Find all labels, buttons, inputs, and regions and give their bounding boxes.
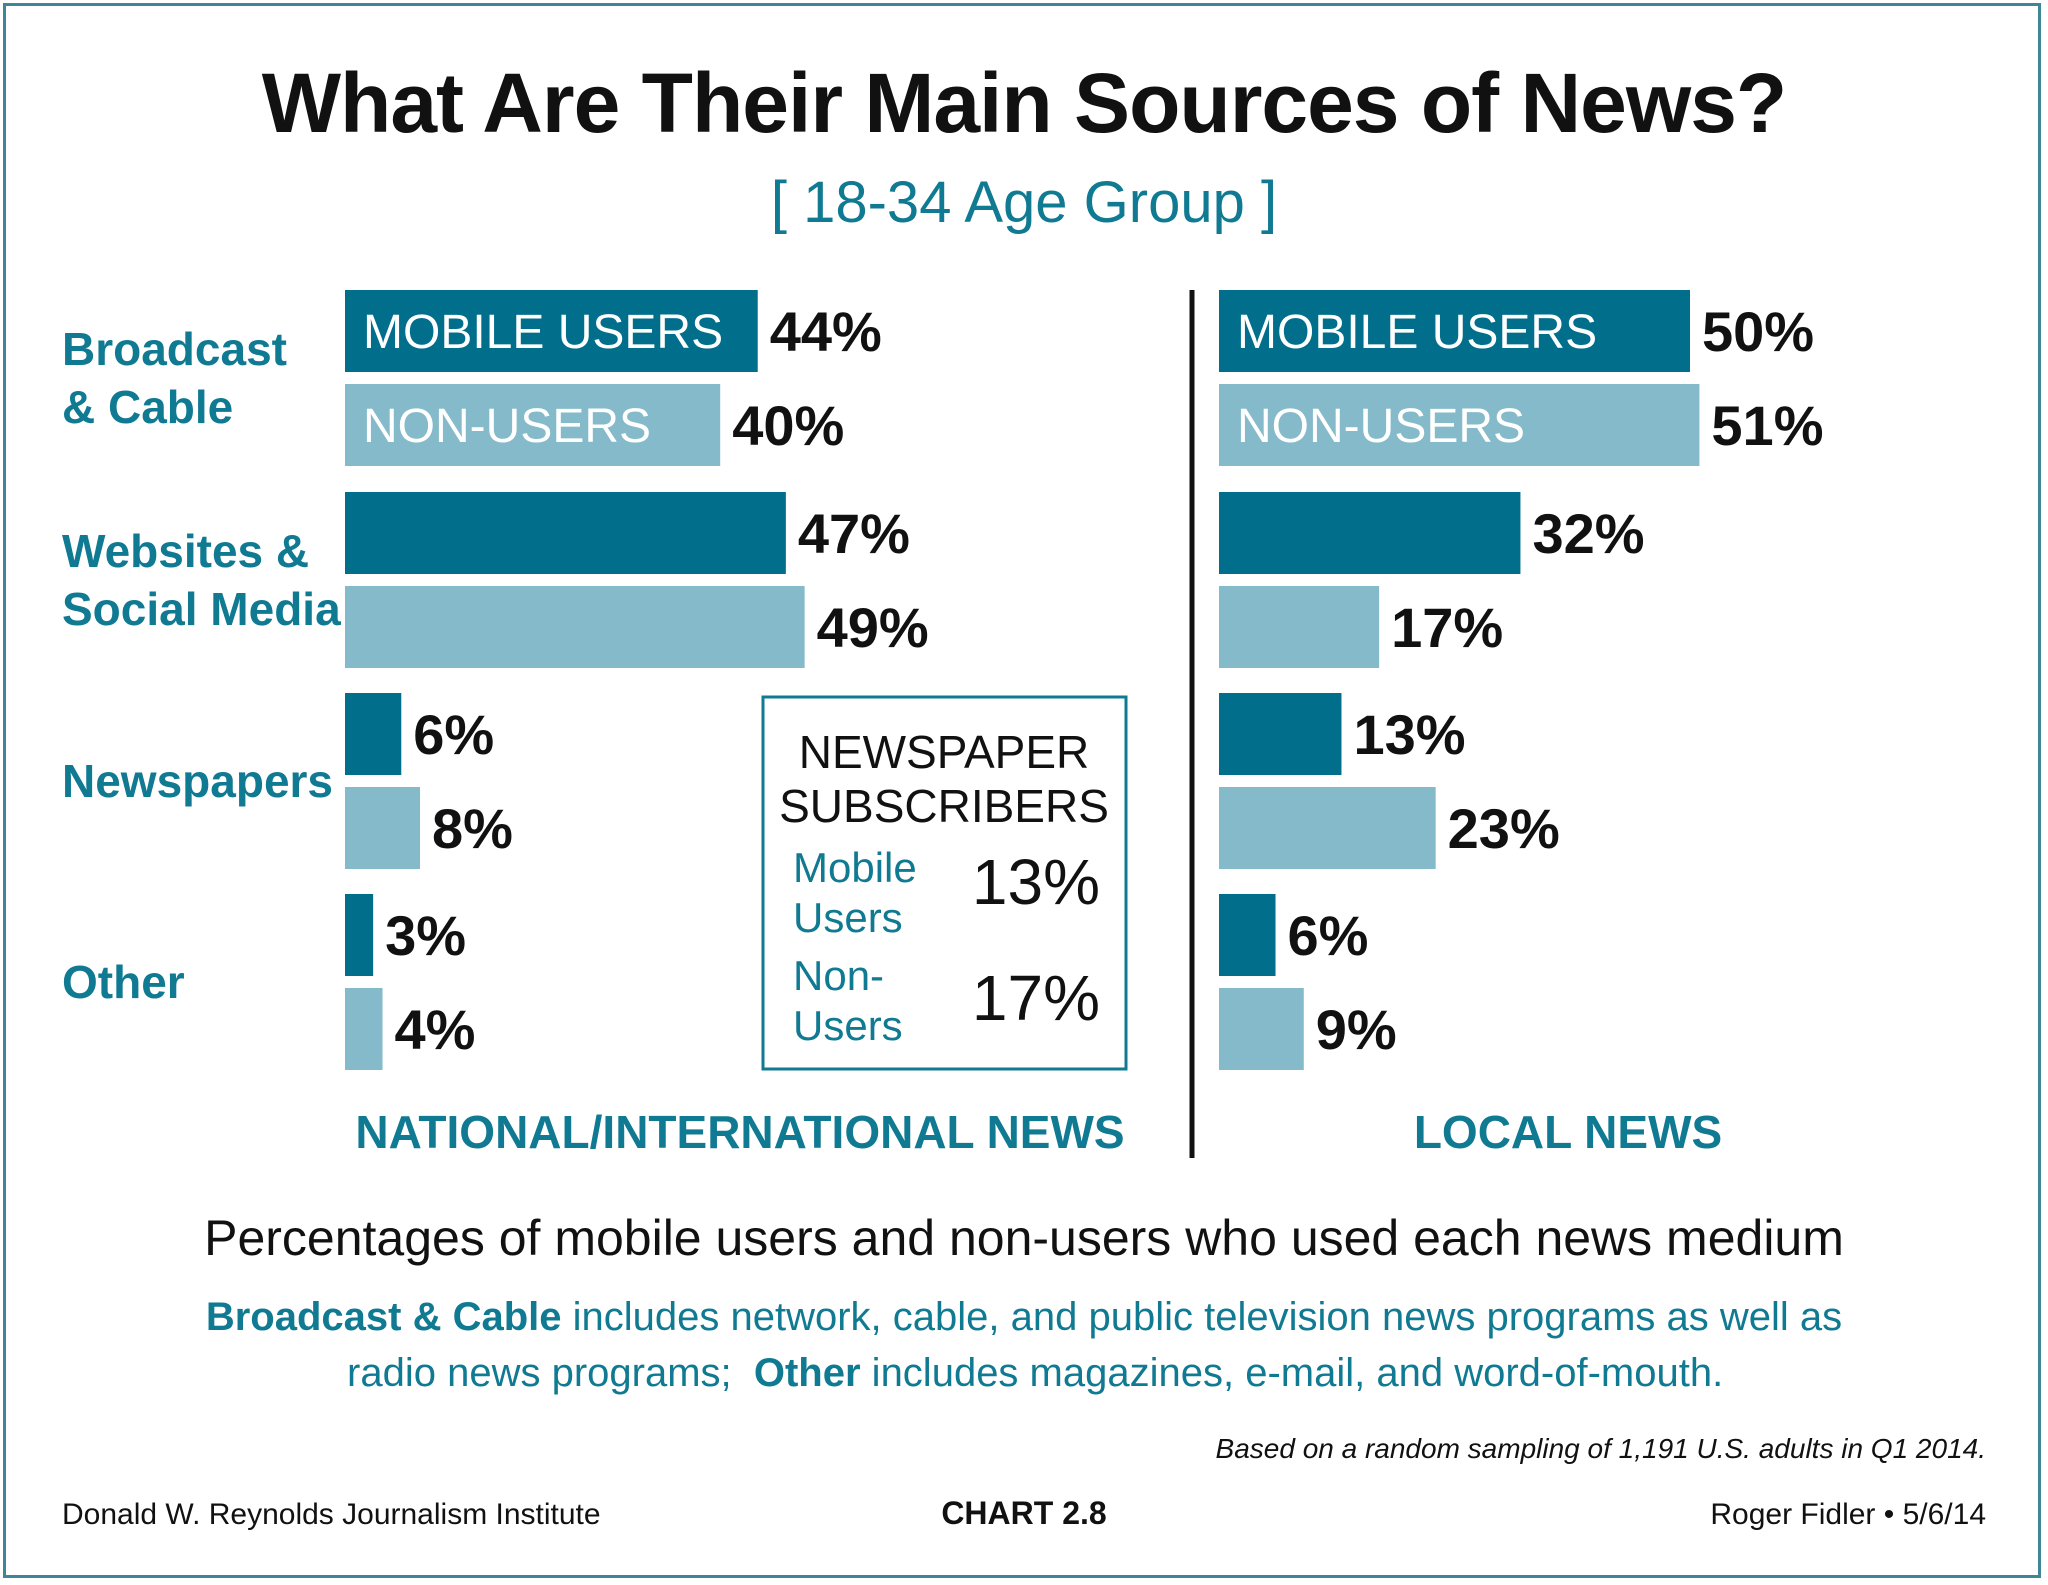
subscribers-nonusers-label-1: Non- bbox=[793, 952, 884, 999]
subscribers-mobile-label-2: Users bbox=[793, 894, 903, 941]
category-label-1-0: Websites & bbox=[62, 525, 309, 577]
footer-note-line2: radio news programs; Other includes maga… bbox=[291, 1351, 1756, 1395]
value-label-local-mobile-1: 32% bbox=[1532, 502, 1644, 565]
subscribers-nonusers-value: 17% bbox=[972, 962, 1100, 1034]
bar-local-nonusers-1 bbox=[1219, 586, 1380, 668]
note-broadcast-term: Broadcast & Cable bbox=[206, 1295, 562, 1339]
bar-local-nonusers-2 bbox=[1219, 787, 1436, 869]
category-label-2-0: Newspapers bbox=[62, 755, 333, 807]
bar-national-nonusers-3 bbox=[345, 988, 383, 1070]
bar-national-mobile-2 bbox=[345, 693, 402, 775]
bar-national-mobile-0 bbox=[345, 290, 758, 372]
category-label-0-1: & Cable bbox=[62, 381, 233, 433]
category-label-0-0: Broadcast bbox=[62, 323, 287, 375]
panel-local-news: MOBILE USERS 50% 32% 13% 6% NON-USERS 51% 17% 23… bbox=[1219, 290, 1824, 1070]
panel-title-local: LOCAL NEWS bbox=[1414, 1106, 1722, 1158]
bar-national-mobile-3 bbox=[345, 894, 374, 976]
value-label-local-nonusers-2: 23% bbox=[1448, 797, 1560, 860]
bar-local-mobile-3 bbox=[1219, 894, 1276, 976]
note-broadcast-desc: includes network, cable, and public tele… bbox=[562, 1295, 1843, 1339]
subscribers-title-line1: NEWSPAPER bbox=[799, 726, 1090, 778]
value-label-local-mobile-2: 13% bbox=[1353, 703, 1465, 766]
chart-frame bbox=[3, 3, 2041, 1578]
bar-label-local-mobile: MOBILE USERS bbox=[1237, 306, 1597, 359]
chart-subtitle: [ 18-34 Age Group ] bbox=[771, 170, 1277, 235]
category-label-3-0: Other bbox=[62, 956, 185, 1008]
bar-local-mobile-2 bbox=[1219, 693, 1342, 775]
value-label-local-nonusers-0: 51% bbox=[1711, 394, 1823, 457]
footer-note-line1: Broadcast & Cable includes network, cabl… bbox=[206, 1295, 1842, 1339]
value-label-local-nonusers-3: 9% bbox=[1316, 998, 1397, 1061]
category-label-1-1: Social Media bbox=[62, 583, 341, 635]
value-label-local-mobile-3: 6% bbox=[1288, 904, 1369, 967]
note-radio-desc: radio news programs; bbox=[347, 1351, 754, 1395]
value-label-national-mobile-1: 47% bbox=[798, 502, 910, 565]
subscribers-nonusers-label-2: Users bbox=[793, 1002, 903, 1049]
footer-caption: Percentages of mobile users and non-user… bbox=[204, 1210, 1844, 1266]
value-label-national-nonusers-0: 40% bbox=[732, 394, 844, 457]
panel-national-news: MOBILE USERS 44% 47% 6% 3% NON-USERS 40% 49% 8% 4… bbox=[345, 290, 929, 1070]
subscribers-mobile-value: 13% bbox=[972, 846, 1100, 918]
footer-chart-number: CHART 2.8 bbox=[941, 1495, 1106, 1531]
value-label-local-mobile-0: 50% bbox=[1702, 300, 1814, 363]
bar-local-nonusers-3 bbox=[1219, 988, 1304, 1070]
subscribers-title-line2: SUBSCRIBERS bbox=[779, 780, 1109, 832]
footer-source: Based on a random sampling of 1,191 U.S.… bbox=[1216, 1433, 1986, 1464]
bar-national-nonusers-0 bbox=[345, 384, 721, 466]
note-other-term: Other bbox=[754, 1351, 861, 1395]
bar-local-mobile-0 bbox=[1219, 290, 1690, 372]
note-other-desc: includes magazines, e-mail, and word-of-… bbox=[861, 1351, 1724, 1395]
panel-title-national: NATIONAL/INTERNATIONAL NEWS bbox=[355, 1106, 1124, 1158]
bar-label-national-mobile: MOBILE USERS bbox=[363, 306, 723, 359]
value-label-national-nonusers-3: 4% bbox=[395, 998, 476, 1061]
bar-local-nonusers-0 bbox=[1219, 384, 1700, 466]
bar-local-mobile-1 bbox=[1219, 492, 1521, 574]
subscribers-mobile-label-1: Mobile bbox=[793, 844, 917, 891]
value-label-national-mobile-0: 44% bbox=[770, 300, 882, 363]
value-label-national-nonusers-2: 8% bbox=[432, 797, 513, 860]
value-label-local-nonusers-1: 17% bbox=[1391, 596, 1503, 659]
bar-national-mobile-1 bbox=[345, 492, 786, 574]
newspaper-subscribers-box: NEWSPAPER SUBSCRIBERS Mobile Users 13% N… bbox=[761, 695, 1128, 1071]
bar-national-nonusers-1 bbox=[345, 586, 805, 668]
footer-institute: Donald W. Reynolds Journalism Institute bbox=[62, 1498, 601, 1531]
bar-national-nonusers-2 bbox=[345, 787, 421, 869]
value-label-national-mobile-3: 3% bbox=[385, 904, 466, 967]
footer-author-date: Roger Fidler • 5/6/14 bbox=[1710, 1498, 1986, 1531]
value-label-national-mobile-2: 6% bbox=[413, 703, 494, 766]
bar-label-national-nonusers: NON-USERS bbox=[363, 400, 651, 453]
bar-label-local-nonusers: NON-USERS bbox=[1237, 400, 1525, 453]
category-labels: Broadcast & Cable Websites & Social Media Ne… bbox=[62, 323, 341, 1008]
value-label-national-nonusers-1: 49% bbox=[817, 596, 929, 659]
chart-title: What Are Their Main Sources of News? bbox=[262, 56, 1786, 150]
